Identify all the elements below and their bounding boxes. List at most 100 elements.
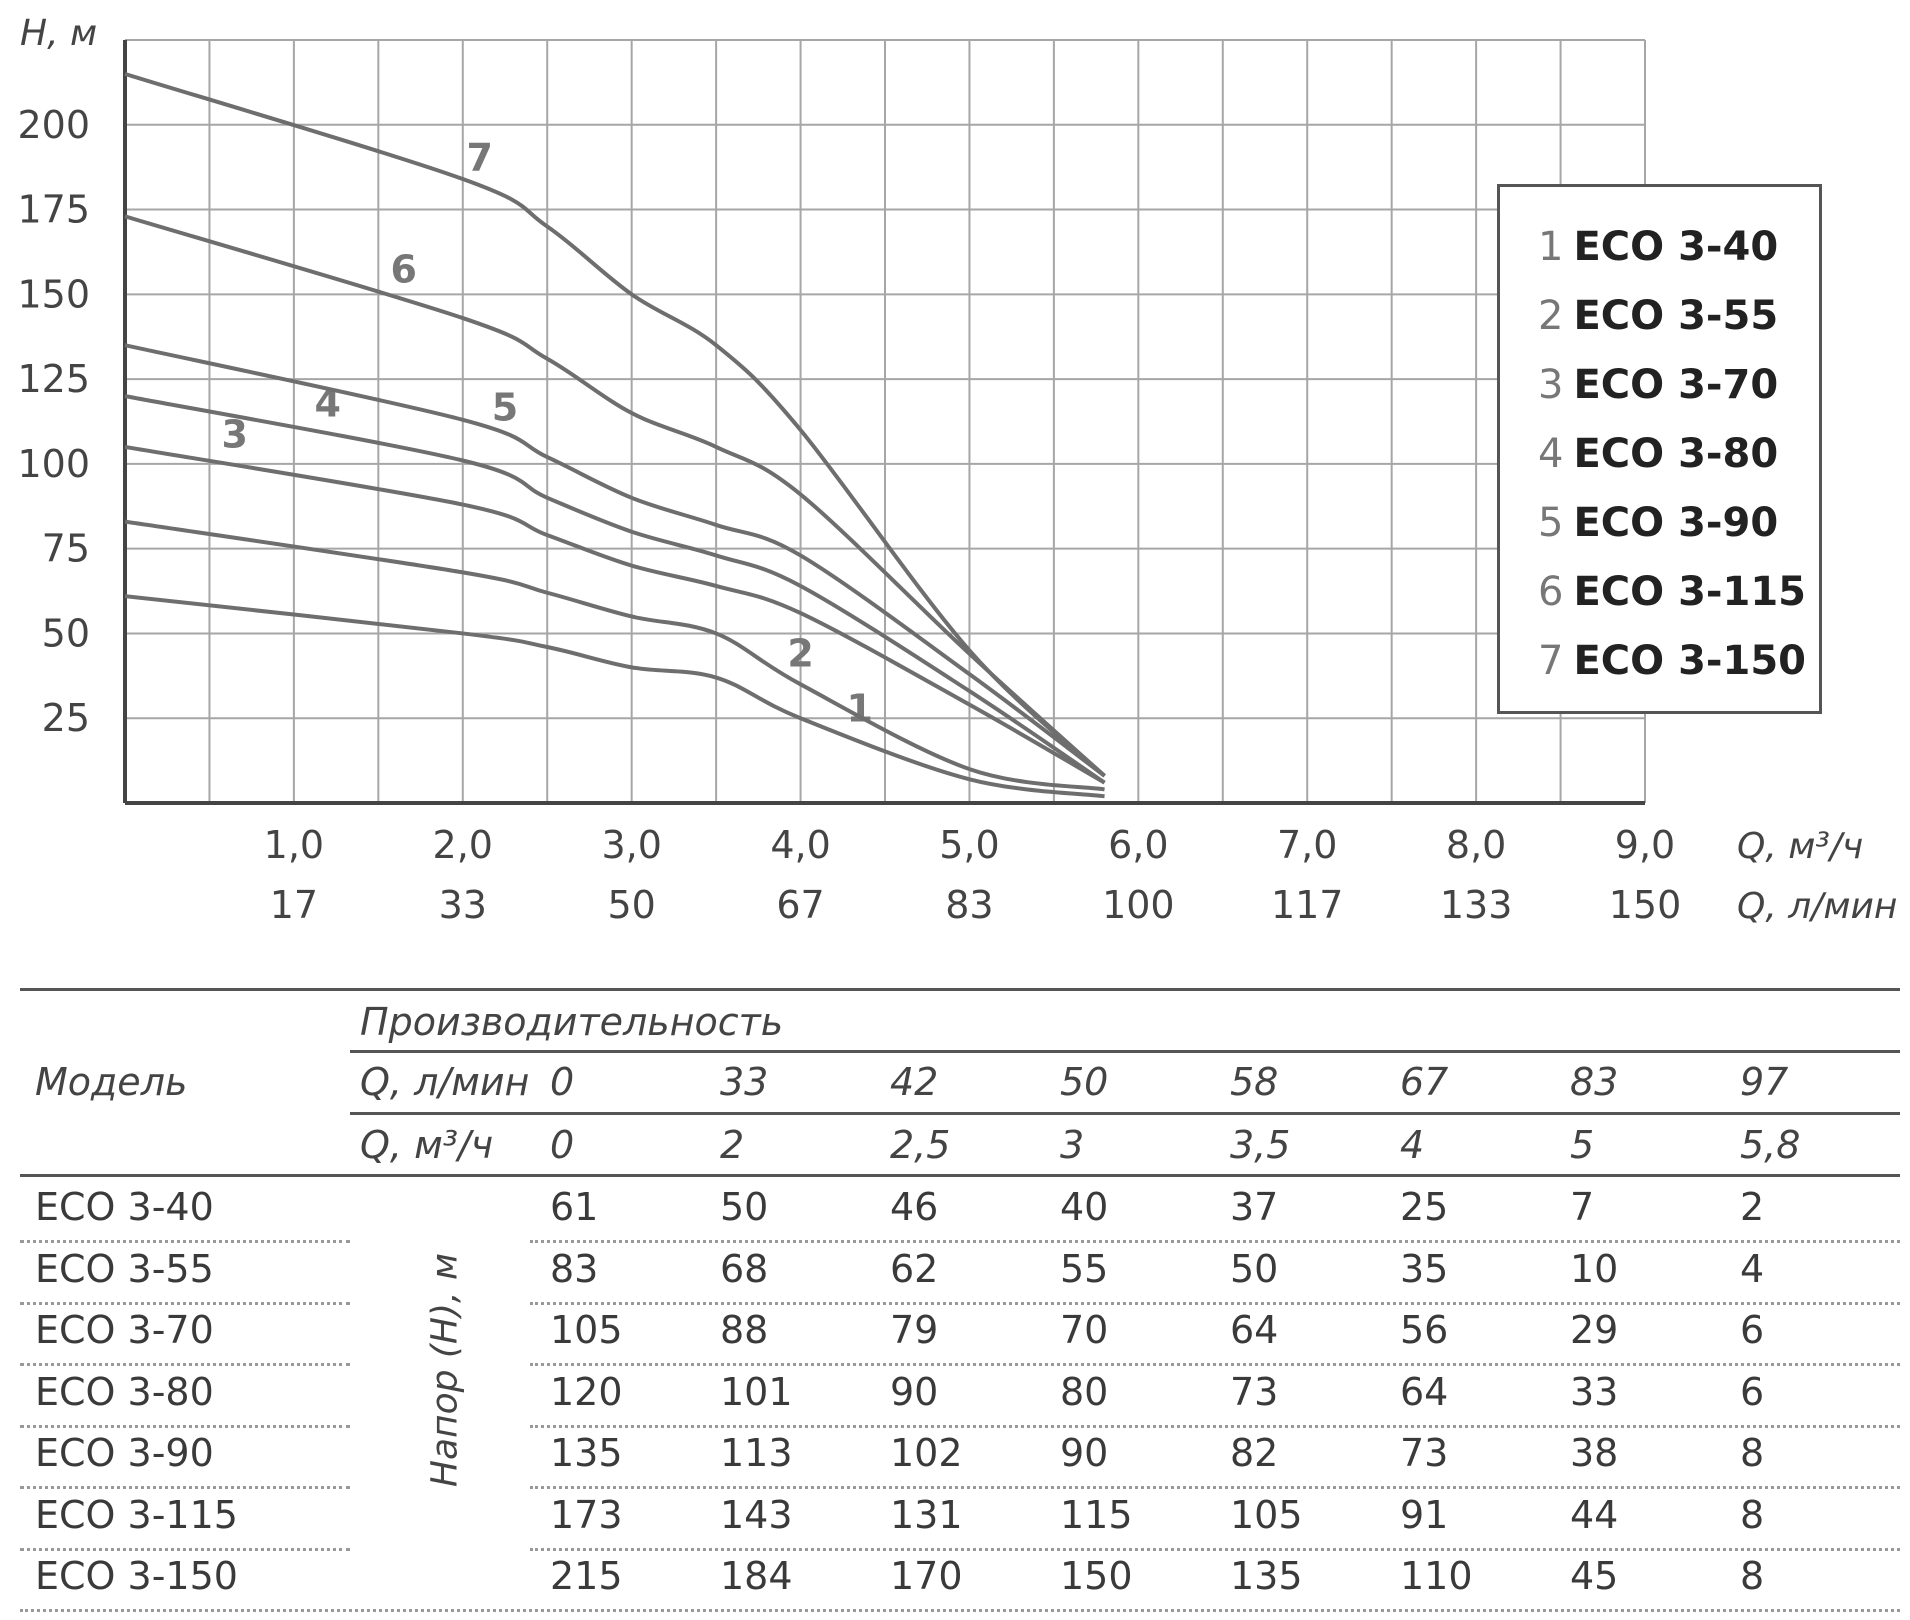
x-tick-label-lmin: 83 [945,883,993,927]
head-value: 33 [1570,1369,1619,1414]
model-name: ECO 3-70 [35,1308,214,1352]
curve-series-7 [124,72,1106,778]
head-value: 101 [720,1369,793,1414]
head-value: 64 [1230,1308,1279,1352]
head-value: 35 [1400,1246,1449,1291]
table-top-rule [20,988,1900,991]
q-m3h-value: 0 [550,1123,575,1167]
head-value: 29 [1570,1308,1619,1352]
x-tick-label-lmin: 150 [1609,883,1682,927]
curve-label: 6 [390,247,416,291]
head-value: 88 [720,1308,769,1352]
curve-series-4 [124,394,1106,785]
row-separator [530,1301,1900,1305]
y-tick-label: 100 [17,442,90,486]
head-value: 150 [1060,1554,1133,1598]
x-tick-label: 6,0 [1108,823,1168,867]
head-axis-label: Напор (Н), м [424,1252,466,1488]
row-separator [20,1301,350,1305]
model-name: ECO 3-80 [35,1369,214,1414]
head-value: 38 [1570,1431,1619,1475]
head-value: 173 [550,1492,623,1537]
curve-label: 1 [846,687,872,731]
q-m3h-value: 2 [720,1123,745,1167]
row-separator [530,1363,1900,1366]
curve-series-5 [124,343,1106,778]
x-tick-label-lmin: 117 [1271,883,1344,927]
legend-item: 2 ECO 3-55 [1538,293,1779,339]
head-value: 6 [1740,1369,1765,1414]
model-name: ECO 3-40 [35,1185,214,1229]
curve-series-6 [124,214,1106,778]
x-tick-label: 9,0 [1615,823,1675,867]
legend-item: 5 ECO 3-90 [1538,500,1779,546]
head-value: 4 [1740,1246,1765,1291]
head-value: 10 [1570,1246,1619,1291]
y-axis-label: Н, м [20,13,97,54]
head-value: 50 [1230,1246,1279,1291]
curve-series-2 [124,519,1105,792]
q-lmin-label: Q, л/мин [360,1060,530,1104]
head-value: 120 [550,1369,623,1414]
x-tick-label: 5,0 [939,823,999,867]
head-value: 62 [890,1246,939,1291]
legend-item: 1 ECO 3-40 [1538,224,1779,270]
x-tick-label: 2,0 [433,823,493,867]
q-m3h-value: 5 [1570,1123,1595,1167]
chart-legend: 1 ECO 3-40 2 ECO 3-55 3 ECO 3-70 4 ECO 3-80 … [1497,184,1822,714]
row-separator [20,1486,350,1489]
x-tick-label-lmin: 133 [1440,883,1513,927]
q-m3h-value: 5,8 [1740,1123,1801,1167]
row-separator [530,1240,1900,1243]
q-lmin-value: 83 [1570,1060,1619,1104]
head-value: 8 [1740,1554,1765,1598]
head-value: 143 [720,1492,793,1537]
q-lmin-value: 0 [550,1060,575,1104]
head-value: 215 [550,1554,623,1598]
head-value: 115 [1060,1492,1133,1537]
head-value: 61 [550,1185,599,1229]
head-value: 79 [890,1308,939,1352]
y-tick-label: 175 [17,188,90,232]
head-value: 135 [1230,1554,1303,1598]
y-tick-label: 200 [17,103,90,147]
head-value: 37 [1230,1185,1279,1229]
head-value: 170 [890,1554,963,1598]
head-value: 40 [1060,1185,1109,1229]
model-name: ECO 3-90 [35,1431,214,1475]
head-value: 105 [1230,1492,1303,1537]
head-value: 2 [1740,1185,1765,1229]
row-separator [530,1424,1900,1428]
head-value: 8 [1740,1431,1765,1475]
head-value: 82 [1230,1431,1279,1475]
head-value: 102 [890,1431,963,1475]
legend-item: 6 ECO 3-115 [1538,569,1806,615]
row-separator [530,1486,1900,1489]
y-tick-label: 50 [42,611,90,655]
head-value: 7 [1570,1185,1595,1229]
head-value: 131 [890,1492,963,1537]
q-lmin-value: 50 [1060,1060,1109,1104]
model-header: Модель [35,1060,188,1104]
head-value: 90 [890,1369,939,1414]
x-tick-label: 8,0 [1446,823,1506,867]
row-separator [20,1424,350,1428]
head-value: 70 [1060,1308,1109,1352]
x-tick-label-lmin: 33 [439,883,487,927]
q-m3h-value: 3,5 [1230,1123,1291,1167]
x-tick-label-lmin: 50 [607,883,655,927]
legend-item: 4 ECO 3-80 [1538,431,1779,477]
q-lmin-value: 42 [890,1060,939,1104]
curve-label: 3 [222,413,248,457]
x-tick-label-lmin: 100 [1102,883,1175,927]
row-separator [20,1363,350,1366]
head-value: 44 [1570,1492,1619,1537]
head-value: 80 [1060,1369,1109,1414]
curve-label: 7 [466,136,492,180]
curve-series-1 [124,594,1105,799]
head-value: 56 [1400,1308,1449,1352]
head-value: 46 [890,1185,939,1229]
q-lmin-value: 67 [1400,1060,1449,1104]
table-bottom-rule [20,1609,1900,1612]
head-value: 105 [550,1308,623,1352]
